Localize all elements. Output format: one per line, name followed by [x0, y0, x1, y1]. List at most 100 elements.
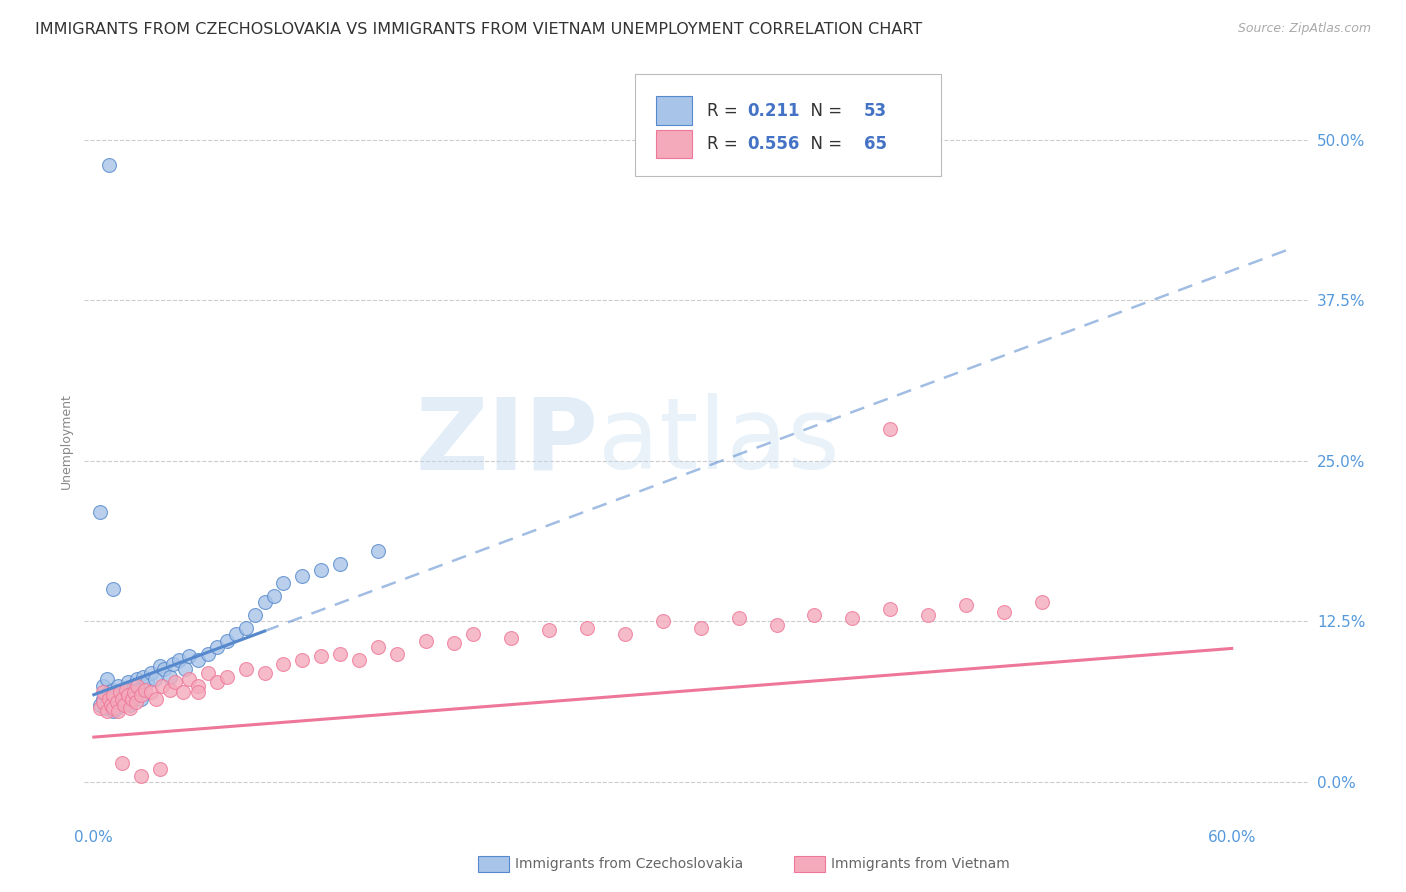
Point: [100, 691, 122, 706]
Text: atlas: atlas: [598, 393, 839, 490]
Point: [101, 700, 124, 714]
Point: [91, 685, 114, 699]
Point: [145, 691, 167, 706]
Point: [329, 647, 352, 661]
Bar: [655, 129, 692, 159]
Point: [129, 691, 152, 706]
Text: 53: 53: [863, 102, 887, 120]
Point: [253, 595, 276, 609]
Point: [689, 621, 711, 635]
Point: [349, 653, 371, 667]
Point: [993, 606, 1015, 620]
Point: [263, 589, 285, 603]
Point: [117, 688, 139, 702]
Point: [128, 682, 150, 697]
Point: [415, 633, 437, 648]
Point: [917, 607, 939, 622]
Point: [105, 700, 128, 714]
Text: 0.556: 0.556: [748, 135, 800, 153]
Point: [136, 674, 159, 689]
Point: [127, 673, 149, 687]
Point: [89, 698, 111, 712]
Point: [139, 685, 162, 699]
Point: [165, 674, 187, 689]
Point: [96, 695, 118, 709]
Point: [122, 679, 145, 693]
Point: [879, 422, 901, 436]
Point: [134, 682, 156, 697]
Point: [215, 670, 238, 684]
Point: [499, 631, 522, 645]
Point: [253, 665, 276, 680]
Point: [139, 665, 162, 680]
Point: [110, 685, 132, 699]
Point: [235, 662, 257, 676]
Point: [110, 695, 132, 709]
Point: [205, 640, 228, 655]
Text: Immigrants from Czechoslovakia: Immigrants from Czechoslovakia: [515, 857, 742, 871]
Point: [159, 682, 181, 697]
Point: [132, 670, 155, 684]
Point: [149, 659, 172, 673]
Point: [879, 601, 901, 615]
Point: [177, 673, 200, 687]
Point: [197, 665, 219, 680]
Point: [98, 158, 121, 172]
Point: [172, 685, 194, 699]
Point: [96, 705, 118, 719]
Point: [311, 649, 333, 664]
Point: [127, 679, 149, 693]
Point: [124, 695, 146, 709]
Point: [98, 691, 121, 706]
Point: [101, 688, 124, 702]
Text: 65: 65: [863, 135, 887, 153]
Point: [122, 685, 145, 699]
Point: [101, 582, 124, 597]
Point: [187, 679, 209, 693]
Point: [115, 691, 138, 706]
FancyBboxPatch shape: [636, 74, 941, 177]
Point: [100, 698, 122, 712]
Point: [111, 691, 134, 706]
Point: [273, 575, 295, 590]
Point: [235, 621, 257, 635]
Point: [112, 698, 135, 712]
Point: [167, 653, 190, 667]
Point: [112, 682, 135, 697]
Text: N =: N =: [800, 102, 848, 120]
Text: 0.211: 0.211: [748, 102, 800, 120]
Point: [177, 649, 200, 664]
Point: [187, 653, 209, 667]
Point: [291, 653, 314, 667]
Point: [187, 685, 209, 699]
Text: Source: ZipAtlas.com: Source: ZipAtlas.com: [1237, 22, 1371, 36]
Point: [101, 705, 124, 719]
Point: [121, 685, 143, 699]
Point: [118, 700, 141, 714]
Point: [91, 691, 114, 706]
Point: [273, 657, 295, 671]
Point: [121, 691, 143, 706]
Point: [143, 673, 166, 687]
Point: [94, 700, 117, 714]
Point: [129, 688, 152, 702]
Point: [955, 598, 977, 612]
Point: [803, 607, 825, 622]
Y-axis label: Unemployment: Unemployment: [60, 393, 73, 490]
Point: [107, 679, 129, 693]
Point: [575, 621, 598, 635]
Point: [129, 769, 152, 783]
Point: [463, 627, 485, 641]
Point: [215, 633, 238, 648]
Point: [105, 695, 128, 709]
Point: [115, 682, 138, 697]
Point: [205, 674, 228, 689]
Point: [153, 662, 176, 676]
Point: [91, 695, 114, 709]
Point: [162, 657, 184, 671]
Point: [443, 636, 465, 650]
Point: [197, 647, 219, 661]
Point: [118, 698, 141, 712]
Point: [291, 569, 314, 583]
Text: R =: R =: [707, 102, 742, 120]
